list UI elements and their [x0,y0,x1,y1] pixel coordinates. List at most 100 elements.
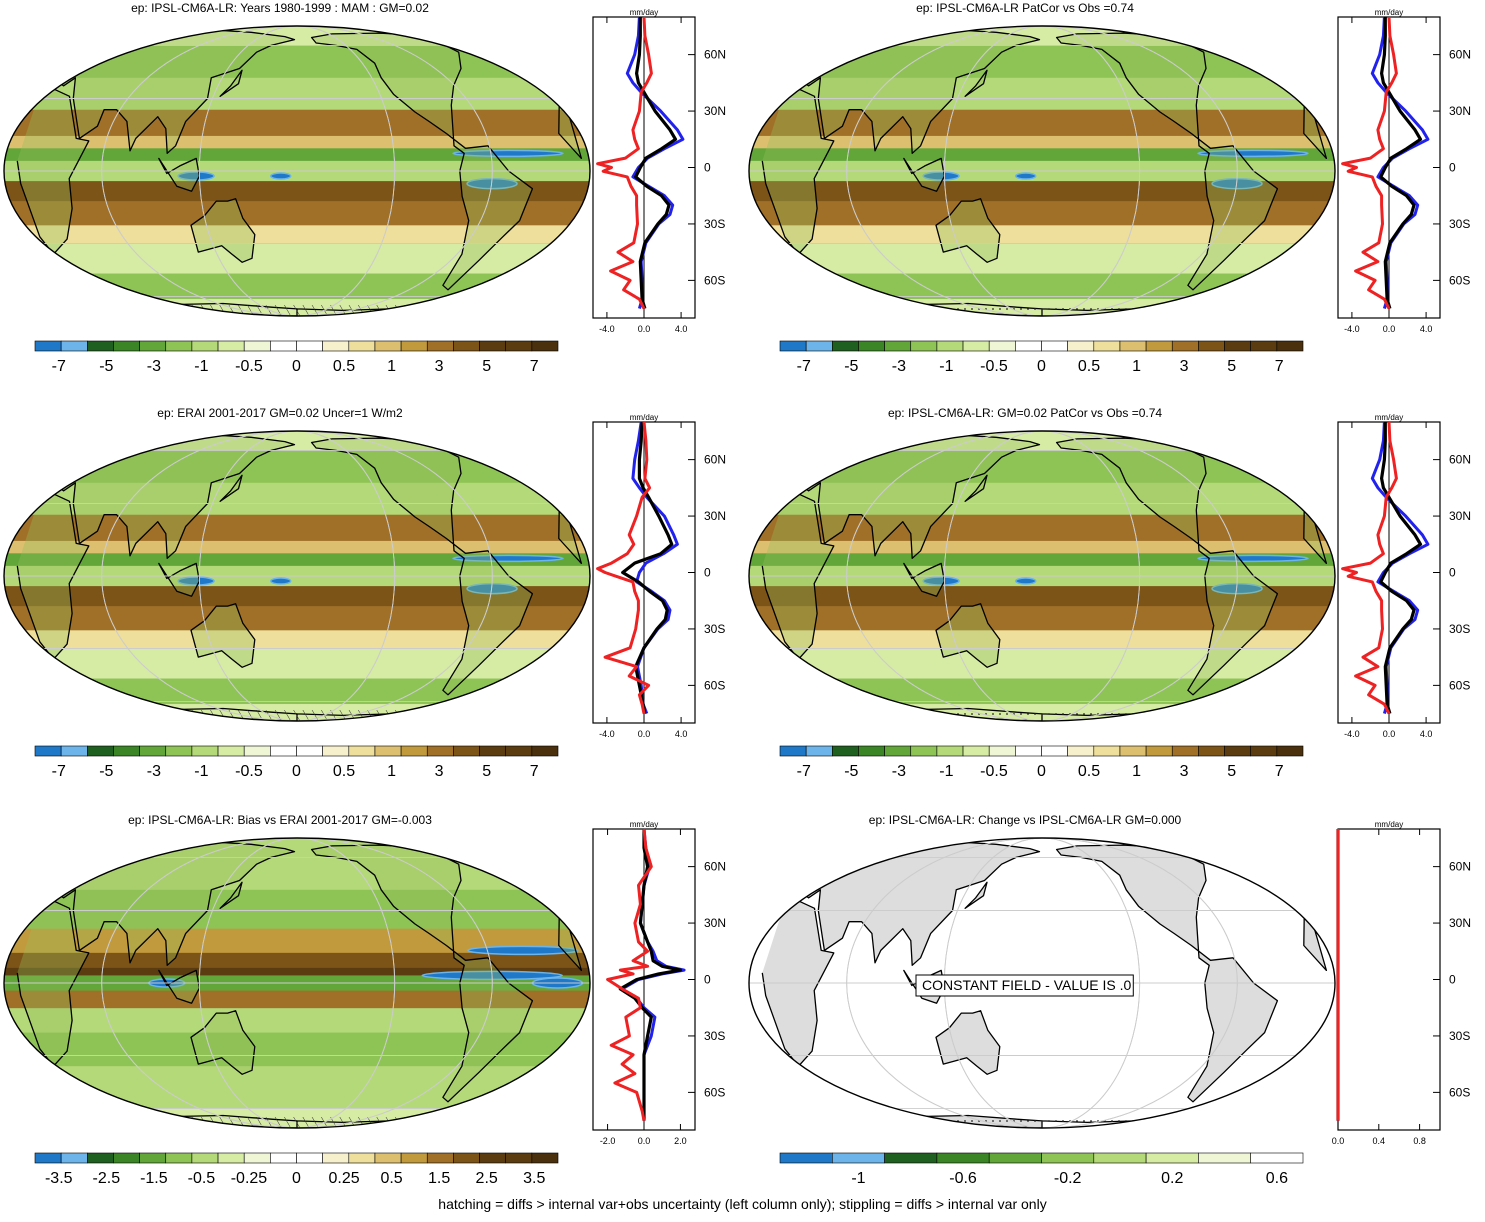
field-band [4,586,590,607]
coastline-japan [964,881,988,909]
colorbar-label: -5 [844,763,858,780]
field-band [4,952,590,969]
colorbar-label: 0.5 [380,1170,402,1187]
colorbar-swatch [1171,340,1199,352]
field-band [4,148,590,162]
coastline-japan [219,69,243,97]
colorbar-swatch [1250,745,1278,757]
zonal-profile: mm/day -4.0 0.0 4.0 60N 30N 0 30S 60S [592,8,726,334]
colorbar-label: 7 [530,358,539,375]
profile-ytick-label: 60N [704,860,726,874]
zonal-profile: mm/day -2.0 0.0 2.0 60N 30N 0 30S 60S [592,820,726,1146]
colorbar: -3.5 -2.5 -1.5 -0.5 -0.25 0 0.25 0.5 1.5 2.5 3.5 [34,1152,559,1187]
colorbar-swatch [531,1152,559,1164]
profile-ytick-label: 60N [704,453,726,467]
field-band [4,540,590,554]
profile-ytick-label: 60S [704,1085,725,1099]
colorbar-label: -1 [939,358,953,375]
colorbar-swatch [87,1152,114,1164]
colorbar-swatch [988,745,1016,757]
colorbar-swatch [87,745,114,757]
colorbar-swatch [779,340,807,352]
colorbar-swatch [936,340,964,352]
colorbar-label: 7 [1275,763,1284,780]
field-band [749,678,1335,705]
colorbar-swatch [1276,745,1304,757]
profile-ytick-label: 0 [1449,973,1456,987]
colorbar-swatch [60,340,88,352]
colorbar-swatch [832,340,859,352]
profile-ytick-label: 30N [1449,104,1471,118]
map-field [4,26,590,316]
colorbar-swatch [453,340,480,352]
colorbar-label: 0 [1037,763,1046,780]
profile-xtick-label: 0.0 [638,1136,651,1146]
field-band [4,243,590,275]
coastline-indonesia [903,157,946,192]
field-band [749,243,1335,275]
map-border [748,837,1336,1129]
colorbar-swatch [988,1152,1042,1164]
field-blob [177,576,215,586]
panel-figure: -7 -5 -3 -1 -0.5 0 0.5 1 3 5 7 mm/day -4.0 0.0 4.0 60N 3… [3,8,726,375]
colorbar-swatch [191,340,219,352]
colorbar-swatch [113,745,140,757]
colorbar-swatch [910,340,938,352]
profile-ytick-label: 30S [704,217,725,231]
colorbar-swatch [165,340,193,352]
colorbar-label: -0.5 [980,358,1008,375]
profile-xtick-label: -4.0 [1344,324,1360,334]
colorbar-swatch [1119,340,1147,352]
colorbar-label: 1 [1132,358,1141,375]
field-blob [922,171,960,181]
colorbar-label: -5 [844,358,858,375]
coastline-australia [935,603,1001,668]
profile-ytick-label: 60S [704,273,725,287]
hatching [4,305,590,316]
colorbar-swatch [453,745,480,757]
colorbar-swatch [479,340,506,352]
colorbar-swatch [270,1152,297,1164]
colorbar-swatch [936,745,964,757]
colorbar: -7 -5 -3 -1 -0.5 0 0.5 1 3 5 7 [34,745,559,780]
field-band [749,148,1335,162]
colorbar-label: 3.5 [523,1170,545,1187]
field-band [4,201,590,226]
colorbar-swatch [1250,340,1278,352]
colorbar-swatch [400,340,428,352]
map-border [3,25,591,317]
map-field [4,838,590,1128]
profile-xtick-label: 0.4 [1373,1136,1386,1146]
colorbar-swatch [1041,340,1068,352]
map-field [749,431,1335,721]
field-band [749,630,1335,649]
colorbar-swatch [1145,340,1173,352]
panel-title: ep: ERAI 2001-2017 GM=0.02 Uncer=1 W/m2 [157,406,403,420]
colorbar-label: 0.5 [1078,763,1100,780]
field-band [749,26,1335,46]
field-band [749,482,1335,516]
field-band [4,553,590,567]
field-band [4,889,590,930]
colorbar-label: 1 [387,763,396,780]
panel-title: ep: IPSL-CM6A-LR PatCor vs Obs =0.74 [916,1,1134,15]
colorbar-label: 2.5 [476,1170,498,1187]
profile-ytick-label: 60N [1449,860,1471,874]
colorbar-label: 5 [1227,358,1236,375]
colorbar-swatch [113,1152,140,1164]
coastline-americas [1055,437,1279,696]
field-band [4,181,590,202]
colorbar-swatch [884,745,912,757]
panel-figure: -3.5 -2.5 -1.5 -0.5 -0.25 0 0.25 0.5 1.5 2.5 3.5 mm… [3,820,726,1187]
colorbar-swatch [1198,1152,1251,1164]
field-band [4,1008,590,1034]
colorbar-swatch [858,745,885,757]
colorbar-swatch [479,1152,506,1164]
constant-field-box [915,974,1134,997]
colorbar-swatch [243,1152,271,1164]
colorbar-swatch [1015,745,1042,757]
map-field [749,26,1335,316]
profile-units: mm/day [630,413,658,422]
field-blob [452,149,564,158]
colorbar-swatch [505,340,533,352]
